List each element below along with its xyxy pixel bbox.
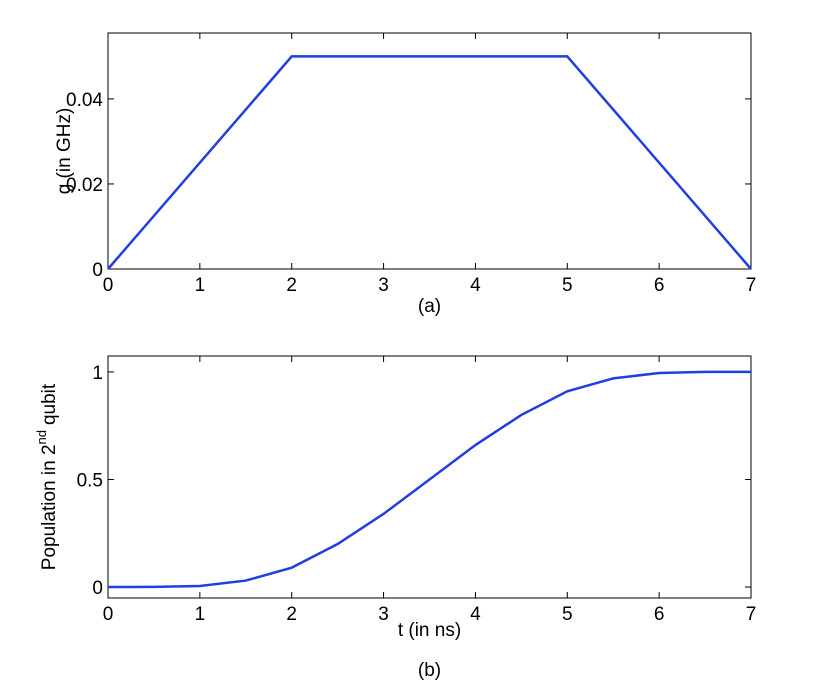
y-axis-label: Population in 2nd qubit bbox=[34, 383, 60, 570]
x-tick-label: 1 bbox=[195, 275, 206, 296]
caption: (a) bbox=[418, 296, 441, 317]
x-tick-label: 1 bbox=[195, 604, 206, 625]
y-tick-label: 0.04 bbox=[66, 90, 103, 111]
x-tick-label: 0 bbox=[103, 604, 114, 625]
y-axis-label: g (in GHz) bbox=[54, 108, 75, 195]
y-axis-label-part: g (in GHz) bbox=[54, 108, 75, 195]
y-tick-label: 0 bbox=[92, 578, 103, 599]
x-tick-label: 4 bbox=[470, 275, 481, 296]
x-tick-label: 7 bbox=[746, 275, 757, 296]
plot-area bbox=[107, 32, 752, 270]
x-tick-label: 6 bbox=[654, 604, 665, 625]
x-tick-label: 3 bbox=[378, 275, 389, 296]
caption: (b) bbox=[418, 660, 441, 681]
plot-area bbox=[107, 355, 752, 599]
data-line bbox=[107, 55, 752, 270]
x-tick-label: 0 bbox=[103, 275, 114, 296]
y-axis-label-part: nd bbox=[34, 430, 49, 444]
x-tick-label: 5 bbox=[562, 275, 573, 296]
x-tick-label: 5 bbox=[562, 604, 573, 625]
x-axis-label: t (in ns) bbox=[398, 620, 461, 641]
y-axis-label-part: Population in 2 bbox=[39, 444, 60, 570]
x-tick-label: 7 bbox=[746, 604, 757, 625]
y-tick-label: 0 bbox=[92, 260, 103, 281]
x-tick-label: 2 bbox=[286, 604, 297, 625]
x-tick-label: 3 bbox=[378, 604, 389, 625]
y-tick-label: 0.5 bbox=[77, 470, 103, 491]
y-tick-label: 1 bbox=[92, 363, 103, 384]
data-line bbox=[107, 370, 751, 589]
y-tick-label: 0.02 bbox=[66, 175, 103, 196]
y-axis-label-part: qubit bbox=[39, 383, 60, 425]
x-tick-label: 2 bbox=[286, 275, 297, 296]
x-tick-label: 6 bbox=[654, 275, 665, 296]
x-tick-label: 4 bbox=[470, 604, 481, 625]
